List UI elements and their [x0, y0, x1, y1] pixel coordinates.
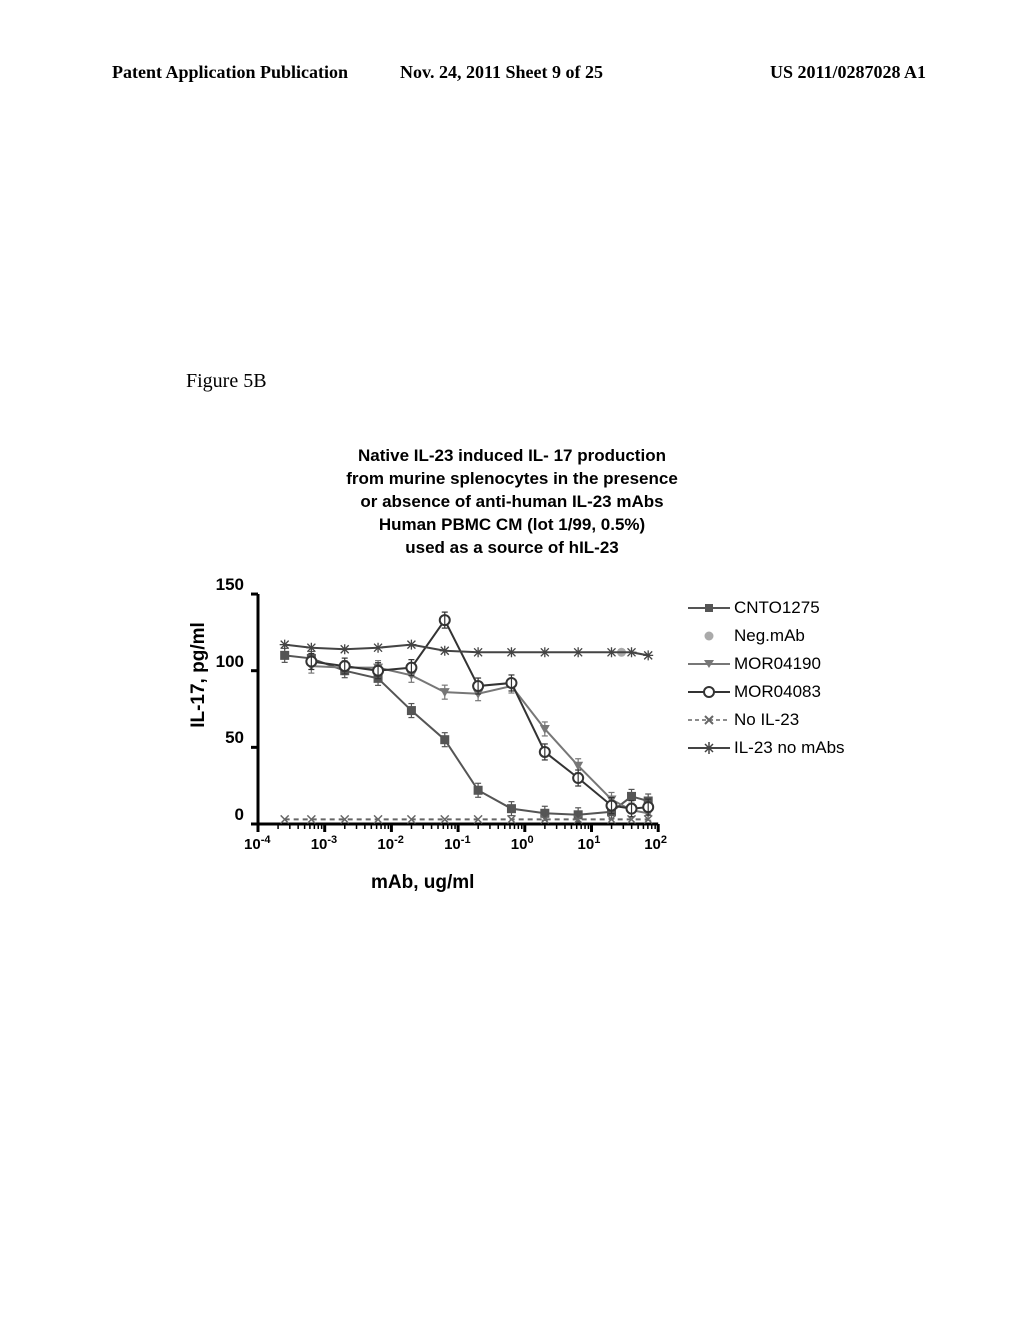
- legend-item-il23nomabs: IL-23 no mAbs: [688, 734, 888, 762]
- chart-title: Native IL-23 induced IL- 17 production f…: [0, 445, 1024, 560]
- legend-item-mor04083: MOR04083: [688, 678, 888, 706]
- legend-item-cnto1275: CNTO1275: [688, 594, 888, 622]
- figure-label: Figure 5B: [186, 370, 267, 393]
- chart: IL-17, pg/ml mAb, ug/ml 150 100 50 0 10-…: [196, 584, 896, 894]
- legend-item-mor04190: MOR04190: [688, 650, 888, 678]
- title-line: used as a source of hIL-23: [0, 537, 1024, 560]
- legend-label: MOR04083: [734, 682, 821, 702]
- title-line: or absence of anti-human IL-23 mAbs: [0, 491, 1024, 514]
- legend-label: No IL-23: [734, 710, 799, 730]
- title-line: from murine splenocytes in the presence: [0, 468, 1024, 491]
- header-center: Nov. 24, 2011 Sheet 9 of 25: [400, 62, 603, 83]
- legend: CNTO1275 Neg.mAb MOR04190 MOR04083 No IL…: [688, 594, 888, 762]
- legend-item-negmab: Neg.mAb: [688, 622, 888, 650]
- x-axis-label: mAb, ug/ml: [371, 872, 474, 894]
- header-right: US 2011/0287028 A1: [770, 62, 926, 83]
- legend-label: Neg.mAb: [734, 626, 805, 646]
- title-line: Human PBMC CM (lot 1/99, 0.5%): [0, 514, 1024, 537]
- legend-label: MOR04190: [734, 654, 821, 674]
- plot-area: [196, 584, 706, 854]
- legend-label: IL-23 no mAbs: [734, 738, 845, 758]
- legend-item-noil23: No IL-23: [688, 706, 888, 734]
- header-left: Patent Application Publication: [112, 62, 348, 83]
- title-line: Native IL-23 induced IL- 17 production: [0, 445, 1024, 468]
- legend-label: CNTO1275: [734, 598, 820, 618]
